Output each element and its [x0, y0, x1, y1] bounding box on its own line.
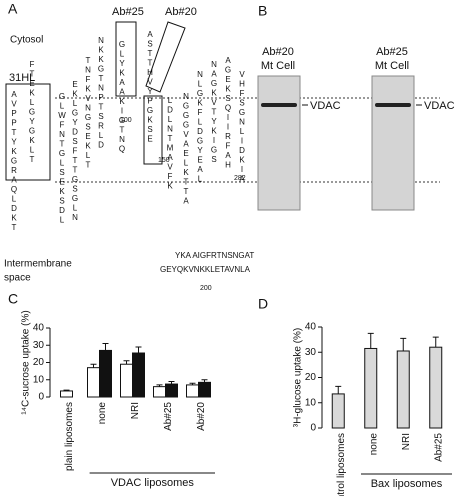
bar — [186, 384, 199, 398]
ab-label: Ab#25 — [112, 6, 144, 18]
strand: NAGKVTYKIGS — [210, 60, 219, 165]
bar — [331, 393, 345, 429]
panel-label: B — [258, 3, 267, 19]
y-tick-label: 40 — [305, 322, 317, 333]
error-bar — [102, 343, 109, 351]
bar — [165, 383, 178, 398]
bar — [396, 350, 410, 429]
error-bar — [135, 346, 142, 354]
x-tick-label: NRI — [130, 402, 141, 419]
x-tick-label: none — [97, 402, 108, 425]
strand: AVPPTYKGRAQLDKT — [10, 90, 19, 233]
strand: VHFSGNLIDKIA — [238, 70, 247, 184]
residue-number: 100 — [120, 117, 132, 124]
y-tick-label: 0 — [310, 423, 316, 434]
sample-label: Mt Cell — [375, 60, 409, 72]
residue-number: 150 — [158, 157, 170, 164]
residue-number: 282 — [234, 175, 246, 182]
y-tick-label: 20 — [305, 372, 317, 383]
antibody-label: Ab#20 — [262, 46, 294, 58]
x-tick-label: NRI — [401, 433, 412, 450]
x-tick-label: plain liposomes — [64, 402, 75, 471]
x-tick-label: control liposomes — [336, 433, 347, 496]
band — [261, 103, 297, 107]
error-bar — [189, 382, 196, 385]
y-tick-label: 30 — [305, 347, 317, 358]
y-axis-label: ¹⁴C-sucrose uptake (%) — [21, 310, 32, 414]
bar — [87, 367, 100, 398]
bar — [120, 363, 133, 398]
error-bar — [156, 384, 163, 387]
bar — [99, 349, 112, 398]
strand: EKLGYDSFTTGSGLN — [71, 80, 80, 223]
band-label: VDAC — [424, 100, 455, 112]
sequence: YKA AIGFRTNSNGAT — [175, 251, 254, 260]
strand: TNFKVNGSEKLT — [84, 56, 93, 170]
panel-label: A — [8, 1, 18, 17]
strand: GLWFNTGLSEKSDL — [57, 92, 66, 225]
error-bar — [367, 332, 374, 349]
antibody-label: Ab#25 — [376, 46, 408, 58]
epitope-box — [143, 95, 163, 165]
hl-box — [5, 83, 51, 181]
error-bar — [123, 360, 130, 365]
ab-label: Ab#20 — [165, 6, 197, 18]
error-bar — [168, 380, 175, 385]
group-label: VDAC liposomes — [111, 477, 195, 489]
y-tick-label: 10 — [305, 397, 317, 408]
blot — [257, 75, 301, 211]
strand: ASTTHVYPGKSE — [146, 30, 155, 144]
error-bar — [400, 337, 407, 351]
error-bar — [335, 385, 342, 394]
cytosol-label: Cytosol — [10, 35, 43, 46]
x-tick-label: Ab#20 — [196, 402, 207, 431]
x-tick-label: Ab#25 — [433, 433, 444, 462]
bar — [153, 386, 166, 398]
intermembrane-label: Intermembrane — [4, 259, 72, 270]
bar — [132, 352, 145, 398]
error-bar — [201, 379, 208, 383]
blot — [371, 75, 415, 211]
bar — [198, 381, 211, 398]
x-tick-label: Ab#25 — [163, 402, 174, 431]
epitope-box — [115, 21, 137, 97]
y-tick-label: 20 — [33, 357, 45, 368]
intermembrane-label: space — [4, 273, 31, 284]
bar — [364, 347, 378, 429]
y-tick-label: 10 — [33, 374, 45, 385]
sequence: GEYQKVNKKLETAVNLA — [160, 265, 251, 274]
panel-label: D — [258, 296, 268, 312]
strand: NGGGVAELKTTA — [182, 92, 191, 206]
strand: NKKGTNPTSRLD — [97, 36, 106, 150]
strand: LDLNTMAVFK — [166, 96, 175, 191]
error-bar — [90, 363, 97, 368]
bar — [429, 346, 443, 429]
strand: GLYKAAKIGTNQ — [118, 40, 127, 154]
panel-label: C — [8, 291, 18, 307]
x-tick-label: none — [368, 433, 379, 456]
strand: FTEKLGYGKLT — [28, 60, 37, 165]
y-tick-label: 0 — [38, 392, 44, 403]
y-axis-label: ³H-glucose uptake (%) — [293, 328, 304, 427]
residue-number: 200 — [200, 285, 212, 292]
band-label: VDAC — [310, 100, 341, 112]
sample-label: Mt Cell — [261, 60, 295, 72]
error-bar — [63, 389, 70, 391]
group-label: Bax liposomes — [371, 478, 443, 490]
band — [375, 103, 411, 107]
strand: AGEKSQIIRFAH — [224, 56, 233, 170]
epitope-box — [145, 21, 186, 93]
strand: NLGKFLDGYEAL — [196, 70, 205, 184]
y-tick-label: 30 — [33, 340, 45, 351]
y-tick-label: 40 — [33, 323, 45, 334]
hl-label: 31HL — [9, 72, 35, 84]
error-bar — [432, 336, 439, 348]
bar — [60, 390, 73, 398]
